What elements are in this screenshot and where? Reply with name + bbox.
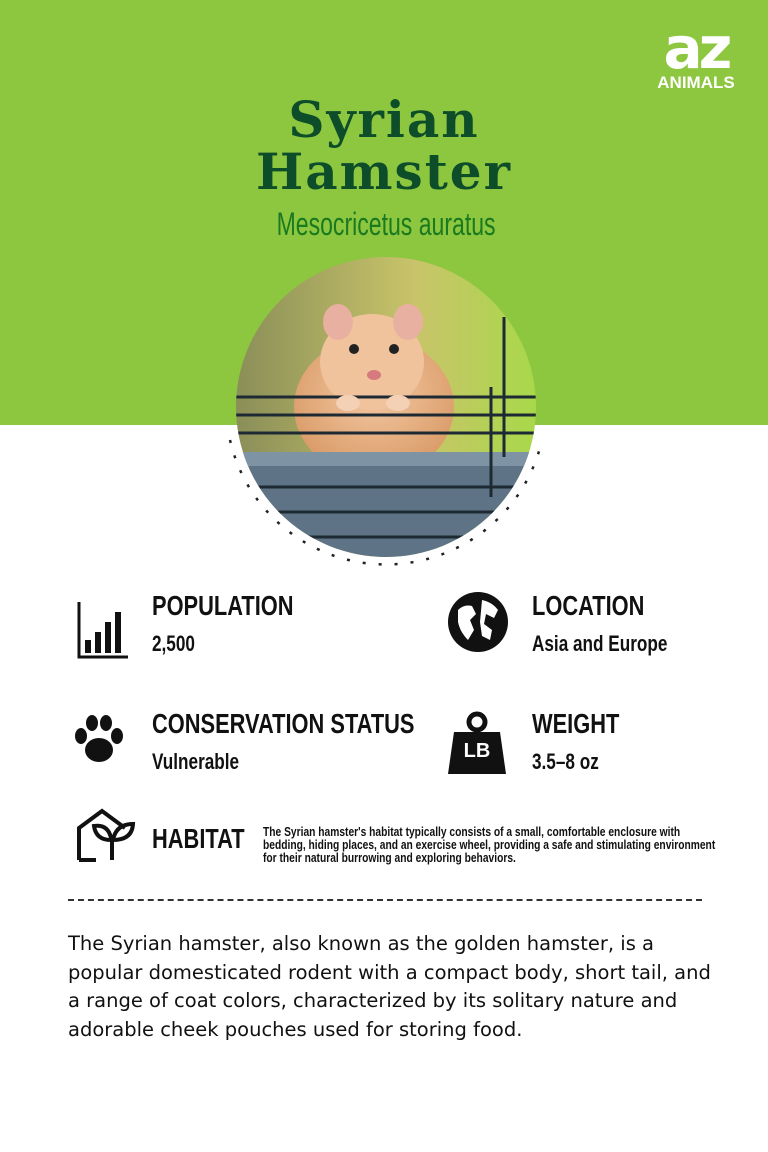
scientific-name-text: Mesocricetus auratus xyxy=(276,206,496,242)
divider xyxy=(68,899,702,901)
population-value: 2,500 xyxy=(152,631,195,656)
scientific-name: Mesocricetus auratus xyxy=(0,206,768,243)
habitat-description: The Syrian hamster's habitat typically c… xyxy=(263,825,716,865)
weight-lb-icon: LB xyxy=(446,710,508,776)
title-line-1: Syrian xyxy=(288,90,480,149)
paw-icon xyxy=(75,715,123,762)
logo-mark: az xyxy=(663,14,733,82)
weight-icon-text: LB xyxy=(463,740,491,762)
az-animals-logo: az ANIMALS xyxy=(648,14,744,92)
location-label: LOCATION xyxy=(532,590,645,621)
house-plant-icon xyxy=(77,808,136,862)
logo-word: ANIMALS xyxy=(657,73,735,92)
hamster-photo xyxy=(236,257,536,557)
conservation-status-value: Vulnerable xyxy=(152,749,240,774)
location-value: Asia and Europe xyxy=(532,631,668,656)
globe-icon xyxy=(448,592,508,652)
species-description: The Syrian hamster, also known as the go… xyxy=(68,932,711,1041)
population-label: POPULATION xyxy=(152,590,294,621)
title-line-2: Hamster xyxy=(256,142,512,201)
page-title: Syrian Hamster xyxy=(0,94,768,198)
conservation-status-label: CONSERVATION STATUS xyxy=(152,708,415,739)
weight-label: WEIGHT xyxy=(532,708,620,739)
habitat-label: HABITAT xyxy=(152,823,245,854)
weight-value: 3.5–8 oz xyxy=(532,749,599,774)
bar-chart-icon xyxy=(77,602,128,659)
dotted-arc xyxy=(228,439,544,566)
